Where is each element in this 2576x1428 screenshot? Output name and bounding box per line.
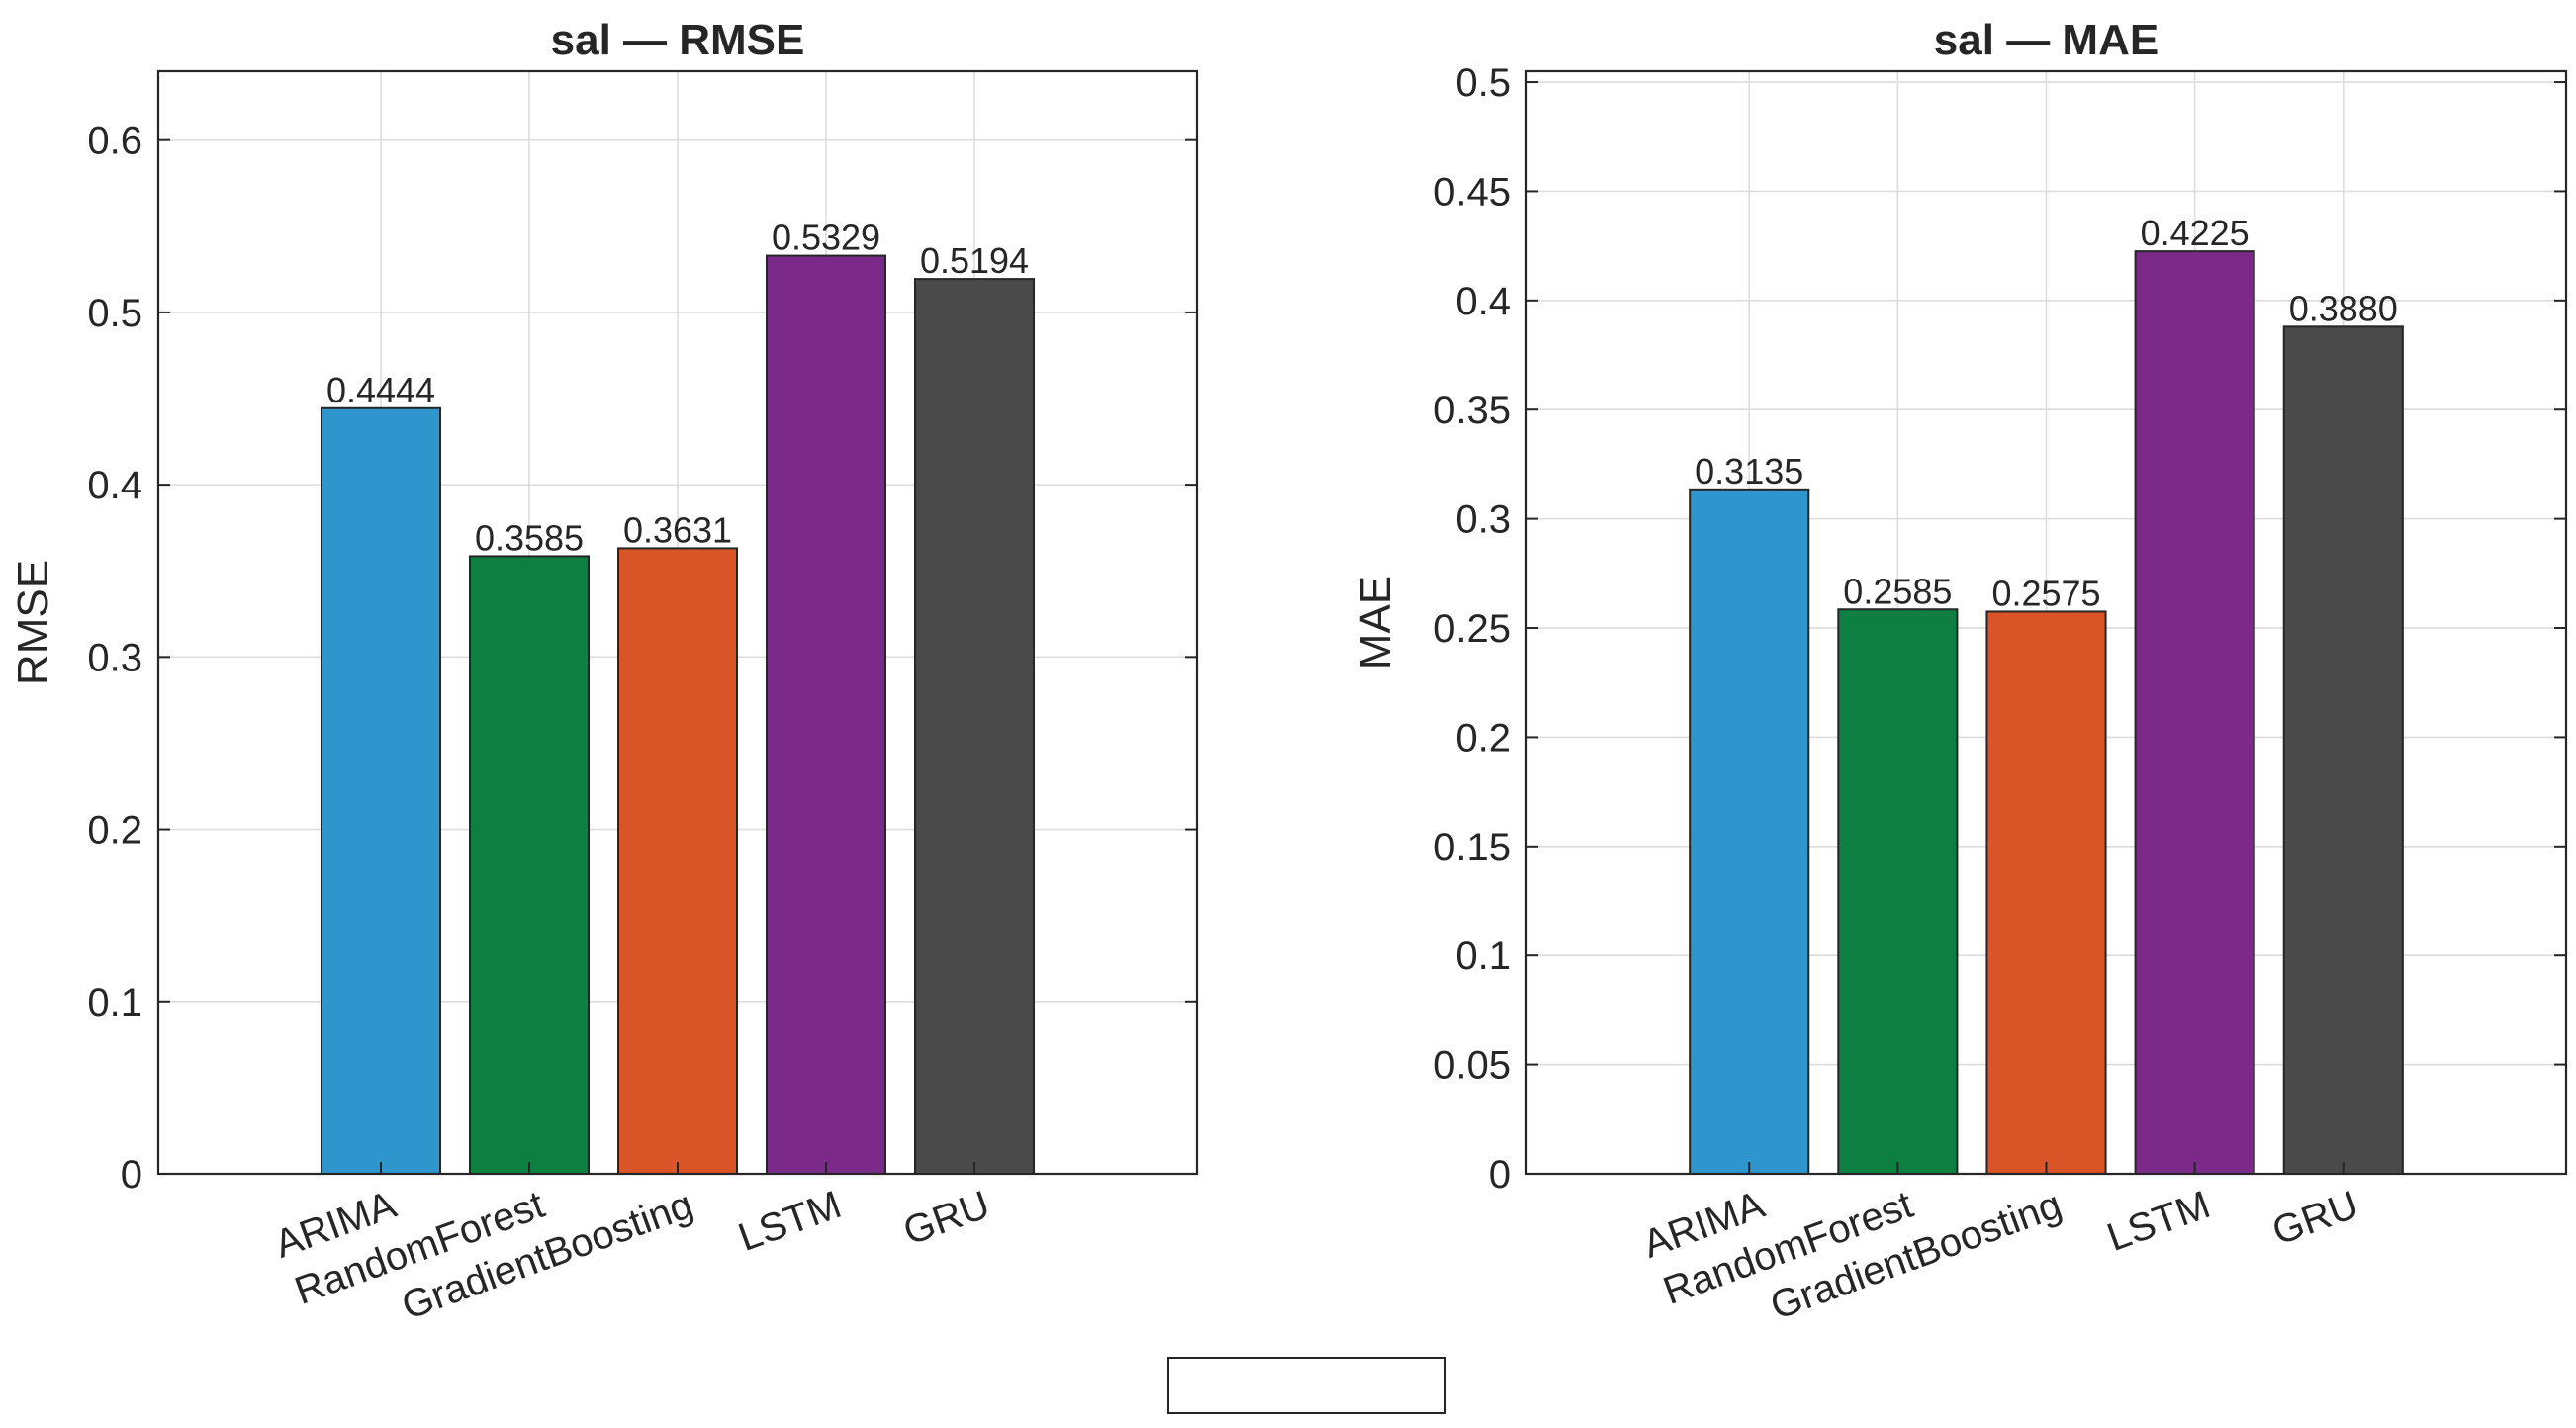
y-tick-label: 0.45 (1433, 170, 1511, 214)
empty-legend-box (1167, 1357, 1446, 1414)
bar-lstm (2134, 250, 2255, 1176)
bar-gradientboosting (1985, 610, 2107, 1175)
y-tick-label: 0.1 (87, 981, 142, 1025)
y-tick-label: 0 (1489, 1153, 1511, 1197)
chart-title: sal — RMSE (551, 16, 805, 64)
chart-title: sal — MAE (1934, 16, 2159, 64)
y-tick-label: 0.3 (1455, 498, 1511, 542)
y-tick-label: 0.5 (1455, 61, 1511, 105)
bar-value-label: 0.3135 (1695, 451, 1803, 491)
x-tick-label-gru: GRU (2266, 1183, 2364, 1254)
bar-gru (914, 278, 1035, 1176)
y-tick-label: 0.2 (87, 809, 142, 852)
bar-value-label: 0.4444 (326, 370, 435, 410)
y-tick-label: 0.5 (87, 292, 142, 335)
y-tick-label: 0.15 (1433, 826, 1511, 869)
bar-randomforest (469, 555, 590, 1175)
bar-value-label: 0.5329 (772, 218, 880, 258)
mae-chart-panel: 0.3135 0.2585 0.2575 0.4225 0.3880 0 0.05 0.1 0.… (1351, 16, 2568, 1328)
bar-gru (2282, 325, 2404, 1175)
bar-value-label: 0.3880 (2289, 288, 2398, 328)
x-tick-label-lstm: LSTM (2101, 1183, 2215, 1260)
bar-arima (1689, 488, 1810, 1175)
bar-lstm (766, 254, 886, 1176)
y-tick-label: 0.25 (1433, 607, 1511, 651)
bar-arima (321, 406, 441, 1176)
y-tick-label: 0.1 (1455, 935, 1511, 978)
bar-value-label: 0.2585 (1843, 571, 1952, 611)
y-axis-label: RMSE (9, 560, 57, 685)
rmse-chart-panel: 0.4444 0.3585 0.3631 0.5329 0.5194 0 0.1 0.2 0.3… (9, 16, 1199, 1328)
bar-randomforest (1837, 608, 1959, 1175)
bar-value-label: 0.2575 (1991, 573, 2100, 613)
y-tick-label: 0.4 (87, 464, 142, 507)
bar-value-label: 0.4225 (2141, 213, 2250, 253)
bar-value-label: 0.3631 (623, 509, 732, 550)
y-tick-label: 0.35 (1433, 389, 1511, 432)
bar-gradientboosting (617, 547, 738, 1175)
y-tick-label: 0.6 (87, 120, 142, 163)
y-tick-label: 0.4 (1455, 280, 1511, 323)
y-tick-label: 0.3 (87, 636, 142, 679)
y-tick-label: 0.2 (1455, 716, 1511, 759)
y-tick-label: 0 (121, 1153, 142, 1197)
bar-value-label: 0.3585 (475, 517, 584, 558)
y-tick-label: 0.05 (1433, 1044, 1511, 1088)
y-axis-label: MAE (1351, 576, 1400, 669)
bar-value-label: 0.5194 (920, 240, 1029, 281)
x-tick-label-lstm: LSTM (733, 1183, 847, 1260)
x-tick-label-gru: GRU (897, 1183, 995, 1254)
